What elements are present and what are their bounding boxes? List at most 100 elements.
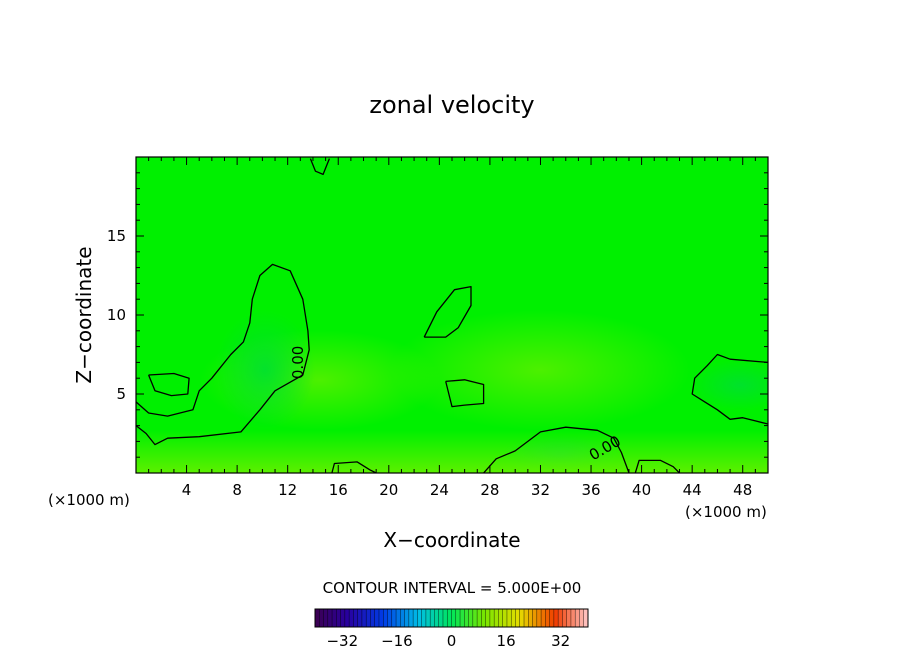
colorbar-cell bbox=[366, 609, 371, 627]
colorbar-cell bbox=[528, 609, 534, 627]
colorbar-cell bbox=[460, 609, 465, 627]
x-tick-label: 48 bbox=[733, 481, 752, 499]
colorbar-cell bbox=[489, 609, 495, 627]
contour-interval-text: CONTOUR INTERVAL = 5.000E+00 bbox=[323, 579, 582, 597]
colorbar-cell bbox=[323, 609, 329, 627]
colorbar-cell bbox=[374, 609, 380, 627]
colorbar-cell bbox=[417, 609, 423, 627]
x-tick-label: 24 bbox=[430, 481, 449, 499]
colorbar-cell bbox=[562, 609, 568, 627]
contour-label: 0.00 bbox=[289, 346, 307, 379]
chart-title: zonal velocity bbox=[369, 91, 534, 119]
colorbar-cell bbox=[502, 609, 508, 627]
colorbar-cell bbox=[353, 609, 359, 627]
colorbar-tick-label: −16 bbox=[381, 632, 413, 650]
colorbar-cell bbox=[336, 609, 342, 627]
field-background bbox=[136, 157, 768, 473]
colorbar-cell bbox=[404, 609, 410, 627]
colorbar-cell bbox=[396, 609, 401, 627]
contour-line-bottom-segment-b bbox=[634, 459, 680, 473]
contour-line-bottom-segment-a bbox=[331, 461, 377, 473]
colorbar-cell bbox=[545, 609, 551, 627]
colorbar-cell bbox=[464, 609, 470, 627]
x-tick-label: 40 bbox=[632, 481, 651, 499]
contour-line-small-left-loop bbox=[147, 372, 190, 397]
y-tick-label: 15 bbox=[107, 227, 126, 245]
contour-line-left-lobe bbox=[136, 263, 310, 446]
colorbar: −32 −16 0 16 32 bbox=[314, 608, 589, 650]
colorbar-cell bbox=[451, 609, 457, 627]
x-tick-label: 36 bbox=[581, 481, 600, 499]
x-unit-label-left: (×1000 m) bbox=[48, 491, 130, 509]
contour-line-right-bottom-lobe bbox=[483, 426, 630, 473]
colorbar-cell bbox=[511, 609, 516, 627]
field-shade-center bbox=[390, 310, 690, 430]
x-tick-label: 12 bbox=[278, 481, 297, 499]
heatmap-field bbox=[136, 157, 768, 473]
colorbar-cell bbox=[361, 609, 367, 627]
colorbar-cell bbox=[391, 609, 397, 627]
colorbar-cell bbox=[494, 609, 499, 627]
x-tick-label: 8 bbox=[232, 481, 242, 499]
colorbar-cell bbox=[570, 609, 576, 627]
x-unit-label-right: (×1000 m) bbox=[685, 503, 767, 521]
colorbar-cell bbox=[413, 609, 418, 627]
colorbar-cell bbox=[349, 609, 354, 627]
colorbar-cell bbox=[332, 609, 337, 627]
y-tick-label: 10 bbox=[107, 306, 126, 324]
colorbar-tick-label: 16 bbox=[497, 632, 516, 650]
colorbar-cell bbox=[485, 609, 491, 627]
colorbar-cell bbox=[400, 609, 406, 627]
colorbar-cell bbox=[506, 609, 512, 627]
colorbar-cell bbox=[408, 609, 414, 627]
colorbar-cell bbox=[524, 609, 529, 627]
colorbar-cell bbox=[477, 609, 482, 627]
x-tick-label: 20 bbox=[379, 481, 398, 499]
colorbar-cell bbox=[387, 609, 393, 627]
x-tick-label: 4 bbox=[182, 481, 192, 499]
y-tick-label: 5 bbox=[116, 385, 126, 403]
colorbar-cell bbox=[378, 609, 384, 627]
colorbar-cell bbox=[498, 609, 504, 627]
colorbar-cell bbox=[536, 609, 542, 627]
contour-line-mid-upper-blob bbox=[423, 285, 472, 338]
colorbar-frame bbox=[314, 608, 589, 628]
contour-line-mid-small-loop bbox=[445, 379, 485, 408]
colorbar-cell bbox=[340, 609, 346, 627]
colorbar-cell bbox=[438, 609, 444, 627]
colorbar-cell bbox=[425, 609, 431, 627]
colorbar-cell bbox=[370, 609, 376, 627]
colorbar-cell bbox=[472, 609, 478, 627]
colorbar-cell bbox=[315, 609, 320, 627]
colorbar-cell bbox=[583, 609, 589, 627]
colorbar-cell bbox=[549, 609, 555, 627]
colorbar-cell bbox=[515, 609, 521, 627]
colorbar-tick-label: 0 bbox=[447, 632, 457, 650]
colorbar-cell bbox=[344, 609, 350, 627]
colorbar-cell bbox=[481, 609, 487, 627]
y-axis-label: Z−coordinate bbox=[72, 246, 96, 383]
x-tick-label: 44 bbox=[683, 481, 702, 499]
field-shade-right bbox=[690, 360, 768, 410]
x-tick-label: 32 bbox=[531, 481, 550, 499]
colorbar-cell bbox=[575, 609, 580, 627]
colorbar-cell bbox=[327, 609, 333, 627]
field-shade-bottom bbox=[136, 430, 768, 473]
colorbar-cell bbox=[519, 609, 525, 627]
contour-line-top-small bbox=[309, 158, 331, 176]
colorbar-cell bbox=[532, 609, 538, 627]
colorbar-tick-label: 32 bbox=[551, 632, 570, 650]
colorbar-cell bbox=[383, 609, 389, 627]
colorbar-cell bbox=[434, 609, 440, 627]
contour-line-right-edge-lobe bbox=[691, 353, 768, 425]
x-tick-label: 28 bbox=[480, 481, 499, 499]
x-axis-label: X−coordinate bbox=[383, 528, 520, 552]
colorbar-cell bbox=[319, 609, 325, 627]
colorbar-cell bbox=[447, 609, 452, 627]
colorbar-cell bbox=[558, 609, 563, 627]
colorbar-cell bbox=[430, 609, 435, 627]
colorbar-tick-label: −32 bbox=[326, 632, 358, 650]
zero-contours bbox=[136, 158, 768, 473]
